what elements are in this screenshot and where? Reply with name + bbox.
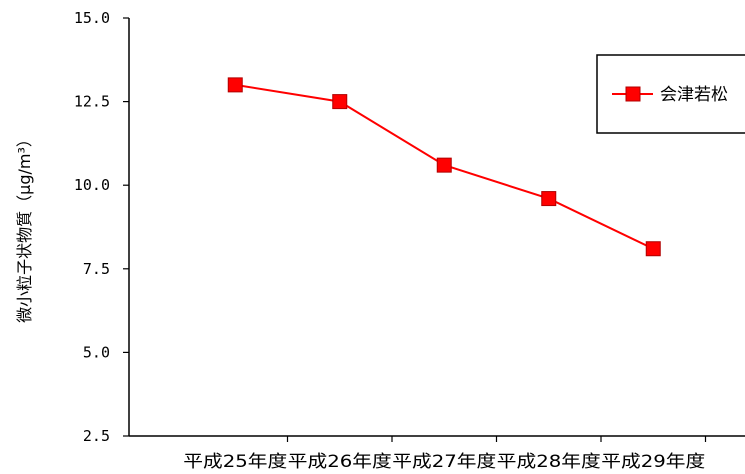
data-point-marker: [436, 157, 452, 173]
data-point-marker: [645, 241, 661, 257]
x-tick-label: 平成28年度: [497, 452, 601, 472]
x-tick-label: 平成26年度: [288, 452, 392, 472]
y-tick-label: 10.0: [74, 176, 110, 194]
data-point-marker: [227, 77, 243, 93]
legend-marker: [625, 86, 641, 102]
legend: 会津若松: [596, 54, 745, 134]
x-tick-label: 平成25年度: [183, 452, 287, 472]
x-tick-label: 平成27年度: [392, 452, 496, 472]
y-axis: 2.5 5.0 7.5 10.0 12.5 15.0: [74, 9, 129, 445]
legend-label: 会津若松: [660, 85, 728, 105]
data-point-marker: [332, 94, 348, 110]
plot-area: [128, 18, 745, 437]
x-tick-label: 平成29年度: [601, 452, 705, 472]
y-axis-title: 微小粒子状物質（μg/m³）: [15, 131, 34, 323]
y-tick-label: 2.5: [83, 427, 110, 445]
data-point-marker: [541, 191, 557, 207]
y-tick-label: 7.5: [83, 260, 110, 278]
y-tick-label: 15.0: [74, 9, 110, 27]
y-tick-label: 12.5: [74, 93, 110, 111]
series-layer: [227, 77, 661, 257]
x-axis: 平成25年度 平成26年度 平成27年度 平成28年度 平成29年度: [183, 436, 707, 472]
y-tick-label: 5.0: [83, 343, 110, 361]
